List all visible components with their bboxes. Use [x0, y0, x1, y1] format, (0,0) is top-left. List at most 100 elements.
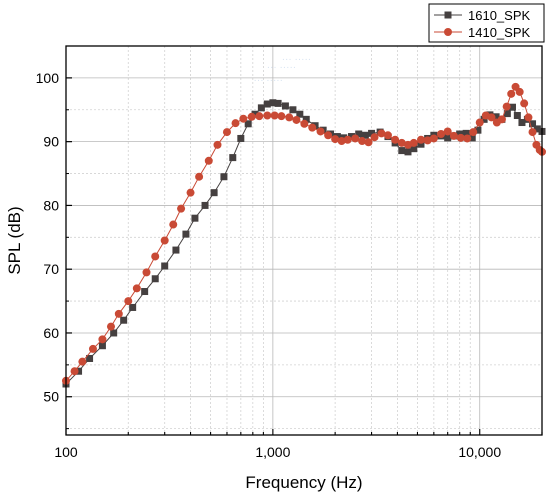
series-1410-point — [308, 123, 317, 132]
series-1610-point — [361, 131, 369, 139]
y-tick-label: 90 — [43, 134, 59, 150]
series-1610-point — [302, 115, 310, 123]
series-1410-point — [106, 322, 115, 331]
series-1410-point — [277, 112, 286, 121]
series-1410-point — [358, 137, 367, 146]
series-1610-point — [348, 133, 356, 141]
series-1610-point — [191, 214, 199, 222]
series-1410-point — [263, 111, 272, 120]
series-1410-point — [255, 112, 264, 121]
series-1410-point — [70, 367, 79, 376]
series-1410-point — [160, 236, 169, 245]
grid-layer — [65, 45, 543, 435]
series-1610-point — [244, 120, 252, 128]
axis-layer: 50 60 70 80 90 100 100 1,000 10,000 Frequency (Hz… — [5, 45, 543, 492]
series-1410-point — [507, 89, 516, 98]
series-1410-point — [270, 111, 279, 120]
series-1610-point — [410, 145, 418, 153]
series-1410-point — [437, 130, 446, 139]
series-1410-point — [343, 135, 352, 144]
series-1410-point — [377, 129, 386, 138]
series-1410-point — [98, 335, 107, 344]
series-1610-point — [151, 275, 159, 283]
series-1410-point — [397, 138, 406, 147]
series-1410-point — [351, 134, 360, 143]
watermark-text: ··· ····· — [254, 75, 283, 86]
series-1610-point — [355, 130, 363, 138]
legend-label: 1410_SPK — [468, 25, 530, 40]
series-1410-point — [429, 134, 438, 143]
series-1610-point — [533, 125, 541, 133]
series-1610-point — [492, 113, 500, 121]
series-1410-point — [78, 357, 87, 366]
series-1610-point — [220, 173, 228, 181]
series-1410-point — [443, 127, 452, 136]
series-1610-point — [474, 126, 482, 134]
series-1410-point — [204, 156, 213, 165]
series-layer — [62, 82, 546, 388]
series-1410-point — [497, 115, 506, 124]
series-1410-point — [88, 344, 97, 353]
series-1610-point — [237, 134, 245, 142]
series-1410-point — [231, 119, 240, 128]
series-1610-point — [263, 100, 271, 108]
series-1610-point — [404, 148, 412, 156]
series-1410-point — [239, 114, 248, 123]
series-1410-point — [423, 136, 432, 145]
series-1610-point — [296, 110, 304, 118]
series-1610-point — [468, 134, 476, 142]
y-tick-label: 50 — [43, 389, 59, 405]
series-1410-point — [416, 135, 425, 144]
background-layer: ··· ········ ········ ····· — [254, 54, 312, 86]
series-1410-point — [331, 135, 340, 144]
series-1410-point — [132, 284, 141, 293]
legend-label: 1610_SPK — [468, 8, 530, 23]
series-1610-point — [480, 115, 488, 123]
series-1610-point — [398, 147, 406, 155]
series-1610-point — [257, 104, 265, 112]
series-1410-point — [195, 172, 204, 181]
series-1410-point — [337, 137, 346, 146]
series-1610-point — [201, 201, 209, 209]
series-1410-point — [475, 118, 484, 127]
series-1610-point — [444, 134, 452, 142]
series-1410-point — [324, 131, 333, 140]
series-1410-point — [213, 140, 222, 149]
series-1410-point — [528, 128, 537, 137]
series-1410-point — [409, 138, 418, 147]
watermark-text: ··· ····· — [282, 54, 311, 65]
x-tick-label: 1,000 — [255, 444, 290, 460]
legend: 1610_SPK 1410_SPK — [428, 3, 545, 43]
series-1610-point — [172, 246, 180, 254]
series-1410-point — [449, 131, 458, 140]
series-1410-point — [300, 119, 309, 128]
series-1610-point — [513, 112, 521, 120]
series-1610-point — [289, 106, 297, 114]
x-tick-label: 100 — [54, 444, 78, 460]
y-axis-title: SPL (dB) — [5, 206, 24, 274]
series-1610-point — [129, 303, 137, 311]
series-1410-point — [114, 309, 123, 318]
legend-marker-square — [444, 11, 452, 19]
series-1410-point — [285, 113, 294, 122]
series-1410-point — [383, 131, 392, 140]
series-1410-point — [222, 128, 231, 137]
series-1410-point — [520, 99, 529, 108]
series-1610-point — [120, 316, 128, 324]
series-1610-point — [229, 154, 237, 162]
plot-frame — [65, 45, 543, 436]
series-1410-point — [292, 115, 301, 124]
series-1610-point — [529, 120, 537, 128]
series-1410-point — [151, 252, 160, 261]
series-1610-point — [518, 119, 526, 127]
y-tick-label: 80 — [43, 197, 59, 213]
series-1610-point — [503, 110, 511, 118]
series-1410-point — [370, 133, 379, 142]
x-axis-title: Frequency (Hz) — [245, 473, 362, 492]
series-1410-point — [177, 204, 186, 213]
series-1610-point — [86, 354, 94, 362]
series-1410-point — [142, 268, 151, 277]
series-1410-point — [247, 112, 256, 121]
